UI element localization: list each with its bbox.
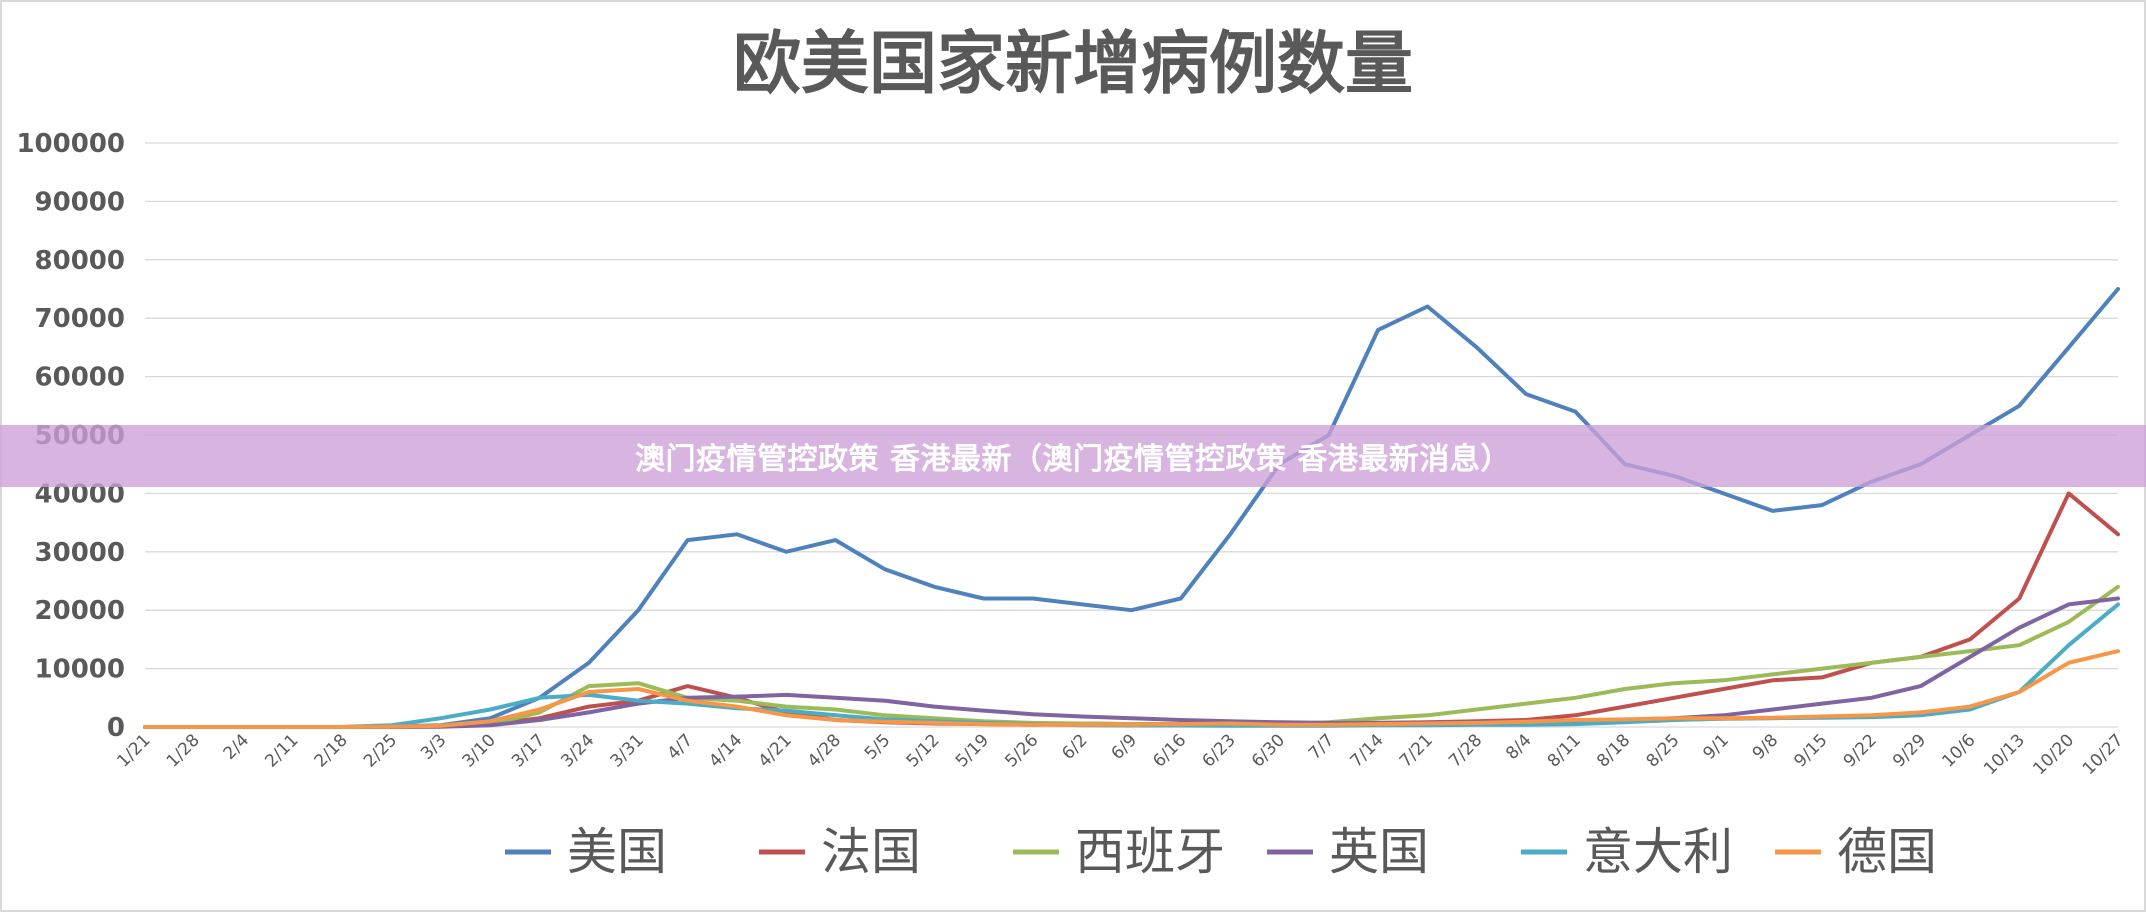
x-tick-label-38: 10/13 — [1980, 730, 2029, 779]
x-tick-label-18: 5/26 — [1001, 730, 1042, 771]
x-tick-label-16: 5/12 — [903, 730, 944, 771]
x-tick-label-15: 5/5 — [861, 730, 894, 763]
x-tick-label-27: 7/28 — [1445, 730, 1486, 771]
x-tick-label-2: 2/4 — [220, 730, 253, 763]
x-tick-label-10: 3/31 — [607, 730, 648, 771]
x-tick-label-11: 4/7 — [664, 730, 697, 763]
y-tick-label-7: 70000 — [35, 304, 125, 334]
y-tick-label-9: 90000 — [35, 187, 125, 217]
x-tick-label-3: 2/11 — [261, 730, 302, 771]
series-line-5 — [143, 649, 2120, 729]
x-tick-label-29: 8/11 — [1544, 730, 1585, 771]
x-tick-label-20: 6/9 — [1108, 730, 1141, 763]
x-tick-label-7: 3/10 — [459, 730, 500, 771]
series-line-0 — [143, 287, 2120, 729]
series-line-2 — [143, 584, 2120, 729]
overlay-banner: 澳门疫情管控政策 香港最新（澳门疫情管控政策 香港最新消息） — [0, 425, 2146, 487]
x-tick-label-37: 10/6 — [1938, 730, 1979, 771]
x-tick-label-22: 6/23 — [1199, 730, 1240, 771]
x-tick-label-35: 9/22 — [1840, 730, 1881, 771]
x-tick-label-33: 9/8 — [1749, 730, 1782, 763]
x-tick-label-6: 3/3 — [417, 730, 450, 763]
x-tick-label-9: 3/24 — [557, 730, 598, 771]
x-tick-label-24: 7/7 — [1305, 730, 1338, 763]
x-tick-label-14: 4/28 — [804, 730, 845, 771]
x-tick-label-26: 7/21 — [1396, 730, 1437, 771]
x-tick-label-4: 2/18 — [311, 730, 352, 771]
y-tick-label-0: 0 — [107, 713, 125, 743]
y-tick-label-10: 100000 — [16, 129, 125, 159]
legend-label-4: 意大利 — [1583, 823, 1733, 881]
legend-label-5: 德国 — [1837, 823, 1937, 881]
x-tick-label-19: 6/2 — [1058, 730, 1091, 763]
x-tick-label-13: 4/21 — [755, 730, 796, 771]
x-tick-label-36: 9/29 — [1889, 730, 1930, 771]
y-tick-label-2: 20000 — [35, 596, 125, 626]
series-line-4 — [143, 602, 2120, 729]
legend-label-0: 美国 — [567, 823, 667, 881]
y-tick-label-8: 80000 — [35, 246, 125, 276]
x-tick-label-12: 4/14 — [705, 730, 746, 771]
x-tick-label-34: 9/15 — [1790, 730, 1831, 771]
y-tick-label-3: 30000 — [35, 538, 125, 568]
x-tick-label-5: 2/25 — [360, 730, 401, 771]
x-tick-label-40: 10/27 — [2079, 730, 2128, 779]
legend-label-3: 英国 — [1329, 823, 1429, 881]
x-tick-label-39: 10/20 — [2029, 730, 2078, 779]
x-tick-label-17: 5/19 — [952, 730, 993, 771]
x-tick-label-31: 8/25 — [1642, 730, 1683, 771]
x-tick-label-25: 7/14 — [1347, 730, 1388, 771]
x-tick-label-30: 8/18 — [1593, 730, 1634, 771]
y-tick-label-1: 10000 — [35, 655, 125, 685]
x-tick-label-21: 6/16 — [1149, 730, 1190, 771]
legend: 美国 法国 西班牙 英国 意大利 德国 — [505, 823, 1937, 881]
x-axis: 1/21 1/28 2/4 2/11 2/18 2/25 3/3 3/10 3/17 3/24 3/… — [113, 730, 2127, 779]
chart-title: 欧美国家新增病例数量 — [733, 25, 1413, 104]
series-layer — [143, 287, 2120, 729]
x-tick-label-8: 3/17 — [508, 730, 549, 771]
x-tick-label-32: 9/1 — [1699, 730, 1732, 763]
x-tick-label-1: 1/28 — [163, 730, 204, 771]
series-line-3 — [143, 596, 2120, 729]
y-tick-label-6: 60000 — [35, 363, 125, 393]
x-tick-label-23: 6/30 — [1248, 730, 1289, 771]
overlay-text: 澳门疫情管控政策 香港最新（澳门疫情管控政策 香港最新消息） — [635, 442, 1511, 477]
x-tick-label-28: 8/4 — [1502, 730, 1535, 763]
legend-label-2: 西班牙 — [1075, 823, 1225, 881]
legend-label-1: 法国 — [821, 823, 921, 881]
